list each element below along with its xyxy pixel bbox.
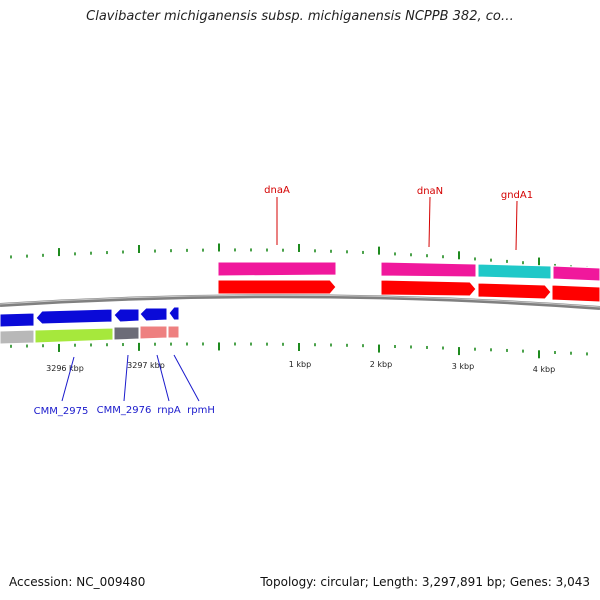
leader-line-rnpA [156, 354, 170, 402]
leader-line-gndA1 [515, 200, 518, 251]
gene-label-rpmH[interactable]: rpmH [187, 405, 215, 416]
gene-bar-prev[interactable] [0, 329, 35, 345]
lower-tick-marks [10, 342, 588, 359]
scale-label: 1 kbp [289, 360, 311, 369]
gene-bar-next[interactable] [552, 265, 600, 282]
gene-label-dnaN[interactable]: dnaN [417, 186, 443, 197]
cds-arrow-gndA1[interactable] [477, 282, 552, 300]
cds-arrow-CMM_2976[interactable] [113, 308, 140, 323]
cds-arrow-rpmH[interactable] [168, 306, 180, 321]
forward-strand-features [217, 261, 600, 303]
cds-arrow-prev[interactable] [0, 312, 35, 328]
accession-text: Accession: NC_009480 [9, 575, 146, 589]
cds-arrow-rnpA[interactable] [139, 307, 168, 322]
gene-bar-gndA1[interactable] [477, 263, 552, 280]
gene-bar-rnpA[interactable] [139, 325, 168, 340]
leader-line-rpmH [173, 354, 200, 402]
gene-label-CMM_2976[interactable]: CMM_2976 [97, 405, 152, 416]
gene-bar-CMM_2976[interactable] [113, 326, 140, 341]
reverse-strand-features [0, 306, 180, 345]
gene-label-dnaA[interactable]: dnaA [264, 185, 290, 196]
gene-bar-dnaN[interactable] [380, 261, 477, 278]
map-title: Clavibacter michiganensis subsp. michiga… [86, 9, 514, 24]
cds-arrow-CMM_2975[interactable] [35, 308, 113, 325]
scale-label: 2 kbp [370, 360, 392, 369]
leader-line-CMM_2975 [61, 356, 75, 402]
scale-label: 3296 kbp [46, 364, 84, 373]
cds-arrow-dnaA[interactable] [217, 279, 337, 295]
genome-backbone [0, 294, 600, 310]
genome-summary-text: Topology: circular; Length: 3,297,891 bp… [260, 575, 590, 589]
scale-label: 3297 kbp [127, 361, 165, 370]
leader-line-CMM_2976 [123, 354, 129, 402]
forward-gene-labels: dnaA dnaN gndA1 [264, 185, 533, 251]
scale-label: 4 kbp [533, 365, 555, 374]
gene-label-gndA1[interactable]: gndA1 [501, 190, 533, 201]
reverse-gene-labels: CMM_2975 CMM_2976 rnpA rpmH [34, 354, 215, 417]
cds-arrow-dnaN[interactable] [380, 279, 477, 297]
scale-label: 3 kbp [452, 362, 474, 371]
scale-labels: 3296 kbp 3297 kbp 1 kbp 2 kbp 3 kbp 4 kb… [46, 360, 555, 374]
gene-bar-CMM_2975[interactable] [34, 327, 114, 344]
cds-arrow-next[interactable] [551, 284, 600, 303]
gene-bar-dnaA[interactable] [217, 261, 337, 277]
gene-label-CMM_2975[interactable]: CMM_2975 [34, 406, 89, 417]
gene-label-rnpA[interactable]: rnpA [157, 405, 181, 416]
gene-bar-rpmH[interactable] [167, 325, 180, 339]
genome-backbone-highlight [0, 294, 600, 308]
leader-line-dnaN [428, 196, 431, 248]
